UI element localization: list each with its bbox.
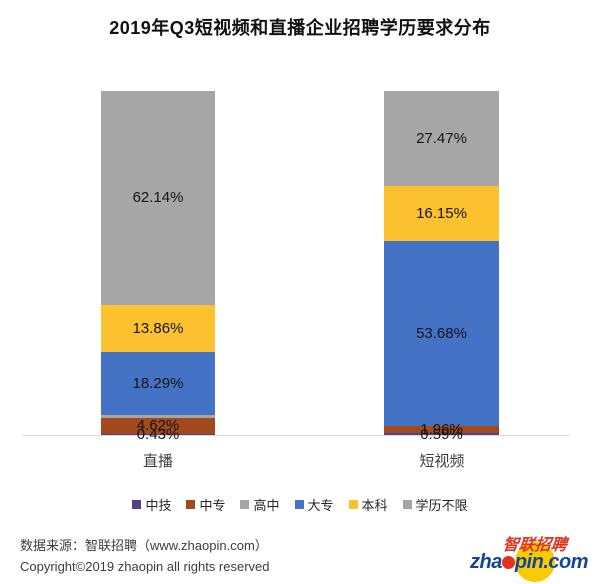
category-label-zhibo: 直播 [142,453,173,470]
bar-segment-本科: 13.86% [101,304,215,353]
segment-value-label: 1.96% [420,421,463,439]
legend-item-中技: 中技 [132,495,171,514]
stacked-bar-zhibo: 62.14% 13.86% 18.29% 4.62% 0.43% [101,90,215,442]
segment-value-label: 62.14% [132,189,184,207]
segment-value-label: 16.15% [416,204,467,222]
bar-segment-学历不限: 27.47% [384,91,499,186]
logo-latin-suffix: pin.com [514,551,589,573]
segment-value-label: 18.29% [132,375,184,393]
bar-segment-高中 [384,425,499,427]
bar-segment-学历不限: 62.14% [101,90,215,305]
chart-title: 2019年Q3短视频和直播企业招聘学历要求分布 [109,18,491,38]
legend-item-高中: 高中 [240,495,280,514]
bar-segment-大专: 18.29% [101,352,215,416]
legend-label: 学历不限 [415,498,468,513]
bar-segment-本科: 16.15% [384,185,499,242]
segment-value-label: 0.59% [420,425,463,443]
category-label-duanshipin: 短视频 [419,453,465,470]
segment-value-label: 0.43% [136,425,180,443]
bar-segment-中技: 0.59% [384,427,499,442]
legend-swatch-icon [294,500,304,509]
bar-segment-中专: 4.62% [101,417,215,435]
legend-label: 中技 [145,498,172,513]
logo-yellow-circle-icon [515,542,555,582]
logo-latin-prefix: zha [470,551,502,573]
segment-value-label: 27.47% [416,129,467,147]
legend-item-中专: 中专 [186,495,225,514]
legend-swatch-icon [240,500,250,509]
copyright-text: Copyright©2019 zhaopin all rights reserv… [20,559,270,574]
segment-value-label: 4.62% [136,417,180,435]
bar-segment-大专: 53.68% [384,241,499,426]
bar-segment-高中 [101,415,215,418]
legend-item-本科: 本科 [348,495,388,514]
legend-swatch-icon [132,500,142,509]
zhaopin-logo: 智联招聘 zha pin.com [470,531,598,584]
legend-label: 高中 [253,498,280,513]
segment-value-label: 13.86% [132,320,184,338]
segment-value-label: 53.68% [416,324,467,342]
legend: 中技 中专 高中 大专 本科 学历不限 [0,495,600,514]
legend-item-学历不限: 学历不限 [402,495,468,514]
plot-area: 62.14% 13.86% 18.29% 4.62% 0.43% 27.47% 16.15… [22,90,570,442]
bar-segment-中专: 1.96% [384,422,499,437]
legend-swatch-icon [402,500,412,509]
legend-label: 大专 [307,498,334,513]
stacked-bar-duanshipin: 27.47% 16.15% 53.68% 1.96% 0.59% [384,91,499,442]
legend-swatch-icon [348,500,358,509]
logo-red-dot-icon [501,556,515,569]
logo-latin-text: zha pin.com [470,551,589,574]
legend-swatch-icon [186,500,196,509]
bar-segment-中技: 0.43% [101,427,215,442]
legend-label: 本科 [361,498,388,513]
legend-label: 中专 [199,498,226,513]
legend-item-大专: 大专 [294,495,334,514]
data-source-text: 数据来源：智联招聘（www.zhaopin.com） [20,538,268,553]
